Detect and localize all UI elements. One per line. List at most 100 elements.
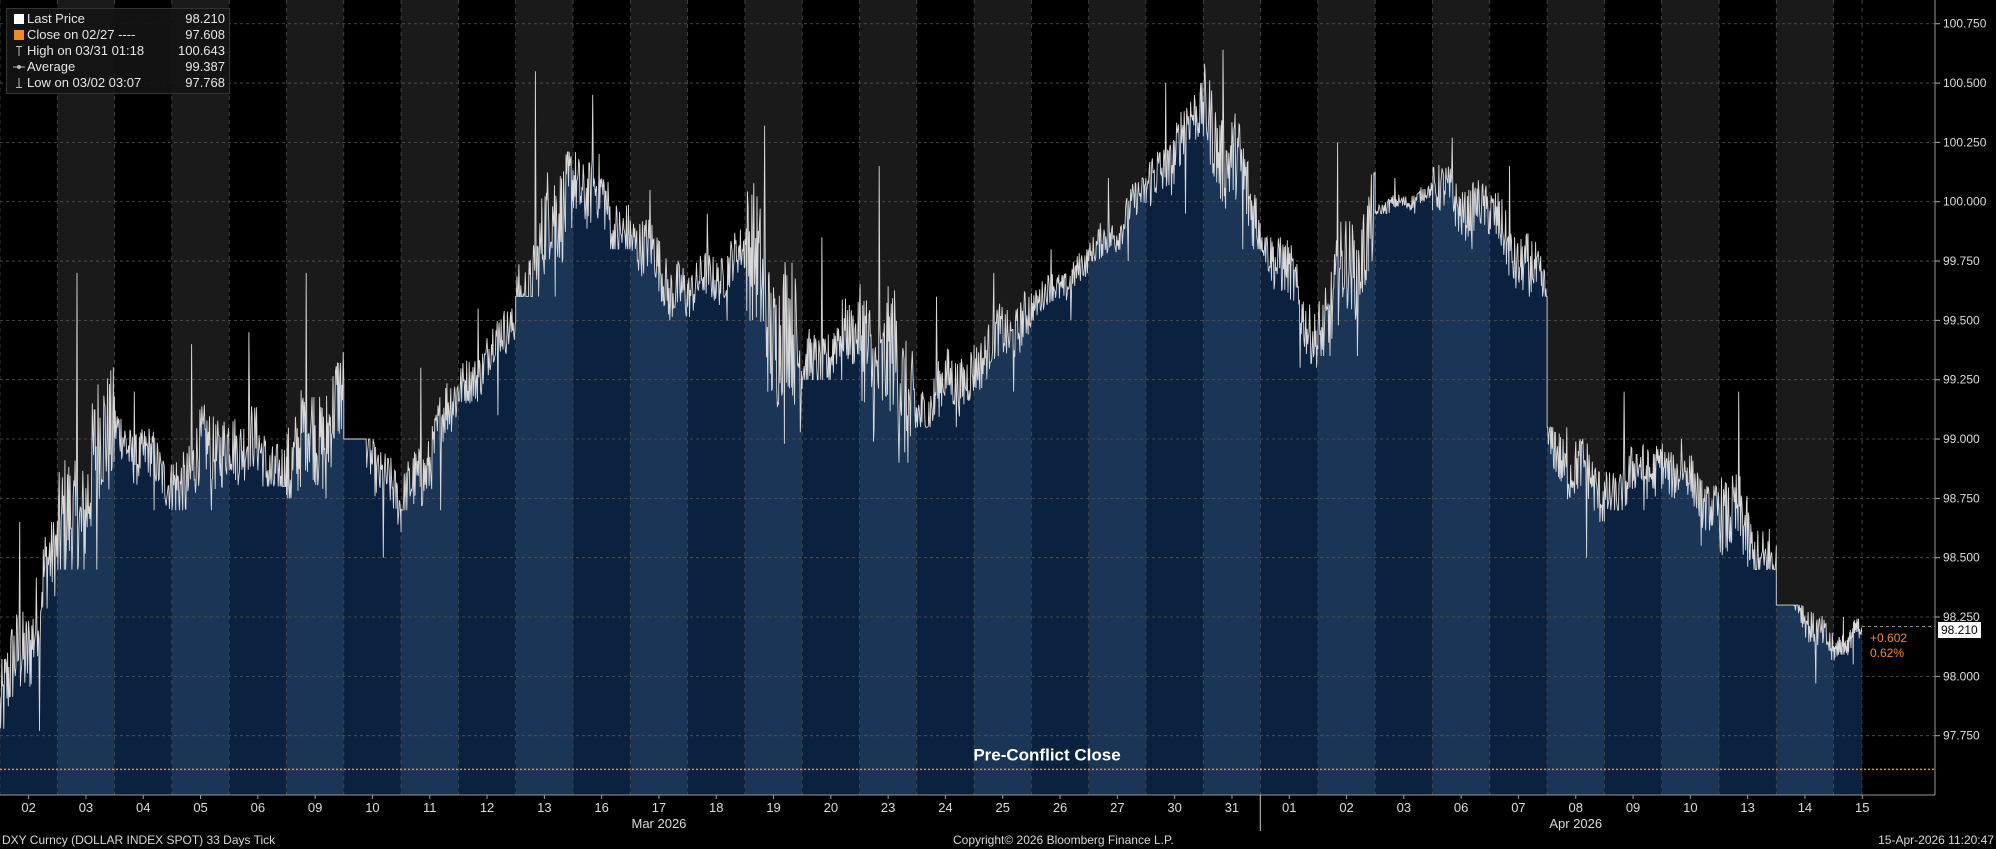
area-fill-day (1489, 166, 1548, 796)
high-marker-icon (11, 45, 27, 57)
x-tick-label: 06 (1454, 800, 1468, 815)
x-tick-label: 14 (1798, 800, 1812, 815)
legend-label: Last Price (27, 11, 85, 26)
y-tick-label: 98.000 (1943, 669, 1980, 683)
month-label: Mar 2026 (631, 816, 686, 831)
area-fill-day (974, 272, 1032, 795)
change-annotation: +0.602 0.62% (1870, 631, 1907, 661)
x-tick-label: 10 (365, 800, 379, 815)
x-tick-label: 01 (1282, 800, 1296, 815)
x-tick-label: 09 (308, 800, 322, 815)
y-tick-label: 97.750 (1943, 729, 1980, 743)
area-fill-day (573, 94, 631, 795)
area-fill-day (1547, 427, 1605, 795)
x-tick-label: 05 (193, 800, 207, 815)
area-fill-day (1432, 137, 1490, 796)
last-price-tag: 98.210 (1938, 622, 1981, 638)
area-fill-day (458, 308, 516, 795)
area-fill-day (57, 272, 115, 795)
x-tick-label: 17 (652, 800, 666, 815)
area-fill-day (1203, 49, 1261, 796)
x-tick-label: 16 (594, 800, 608, 815)
legend-value: 100.643 (178, 43, 225, 58)
x-tick-label: 31 (1225, 800, 1239, 815)
legend-row-close: Close on 02/27 ---- 97.608 (11, 27, 225, 43)
legend-row-average: Average 99.387 (11, 59, 225, 75)
area-fill-day (630, 189, 688, 795)
change-abs: +0.602 (1870, 631, 1908, 645)
area-fill-day (1260, 237, 1318, 796)
y-tick-label: 99.000 (1943, 432, 1980, 446)
price-line (0, 49, 1863, 731)
legend-row-last-price: Last Price 98.210 (11, 11, 225, 27)
reference-line-label: Pre-Conflict Close (973, 745, 1120, 764)
x-tick-label: 07 (1511, 800, 1525, 815)
area-fill-day (1031, 249, 1089, 795)
x-tick-label: 10 (1683, 800, 1697, 815)
x-tick-label: 13 (537, 800, 551, 815)
x-tick-label: 03 (1397, 800, 1411, 815)
area-fill-day (1833, 617, 1862, 795)
footer-right: 15-Apr-2026 11:20:47 (1878, 833, 1994, 847)
area-fill-day (802, 237, 860, 796)
x-tick-label: 20 (824, 800, 838, 815)
x-tick-label: 11 (423, 800, 437, 815)
area-fill-day (916, 296, 975, 795)
x-tick-label: 04 (136, 800, 150, 815)
x-tick-label: 15 (1855, 800, 1869, 815)
y-tick-label: 100.000 (1943, 195, 1987, 209)
area-fill-day (171, 344, 230, 795)
x-tick-label: 12 (480, 800, 494, 815)
area-fill-day (1317, 142, 1376, 795)
y-tick-label: 100.500 (1943, 76, 1987, 90)
legend: Last Price 98.210 Close on 02/27 ---- 97… (6, 8, 230, 94)
area-fill-day (1776, 605, 1834, 795)
white-square-icon (11, 14, 27, 24)
orange-square-icon (11, 30, 27, 40)
month-label: Apr 2026 (1549, 816, 1602, 831)
legend-value: 98.210 (185, 11, 225, 26)
x-tick-label: 06 (251, 800, 265, 815)
x-tick-label: 02 (1339, 800, 1353, 815)
y-tick-label: 99.750 (1943, 254, 1980, 268)
x-tick-label: 03 (79, 800, 93, 815)
x-tick-label: 13 (1740, 800, 1754, 815)
y-tick-label: 100.750 (1943, 17, 1987, 31)
area-fill-day (1375, 178, 1433, 795)
legend-label: Low on 03/02 03:07 (27, 75, 142, 90)
area-fill-day (1088, 178, 1146, 795)
x-tick-label: 24 (938, 800, 952, 815)
x-tick-label: 08 (1569, 800, 1583, 815)
footer-center: Copyright© 2026 Bloomberg Finance L.P. (953, 833, 1174, 847)
legend-value: 99.387 (185, 59, 225, 74)
legend-value: 97.768 (185, 75, 225, 90)
area-fill-day (1661, 439, 1719, 795)
x-tick-label: 25 (996, 800, 1010, 815)
footer-left: DXY Curncy (DOLLAR INDEX SPOT) 33 Days T… (2, 833, 276, 847)
legend-label: Average (27, 59, 76, 74)
y-tick-label: 98.750 (1943, 491, 1980, 505)
x-tick-label: 09 (1626, 800, 1640, 815)
change-pct: 0.62% (1870, 646, 1905, 660)
area-fill-day (859, 166, 917, 796)
x-tick-label: 23 (881, 800, 895, 815)
area-fill-day (114, 391, 172, 795)
area-fill-day (286, 272, 344, 795)
x-tick-label: 19 (766, 800, 780, 815)
x-tick-label: 02 (21, 800, 35, 815)
legend-label: High on 03/31 01:18 (27, 43, 145, 58)
average-marker-icon (11, 61, 27, 73)
y-tick-label: 98.250 (1943, 610, 1980, 624)
legend-value: 97.608 (185, 27, 225, 42)
legend-row-low: Low on 03/02 03:07 97.768 (11, 75, 225, 91)
legend-label: Close on 02/27 ---- (27, 27, 136, 42)
y-tick-label: 100.250 (1943, 135, 1987, 149)
x-tick-label: 27 (1110, 800, 1124, 815)
y-tick-label: 99.500 (1943, 313, 1980, 327)
x-tick-label: 26 (1053, 800, 1067, 815)
y-tick-label: 99.250 (1943, 373, 1980, 387)
y-tick-label: 98.500 (1943, 551, 1980, 565)
low-marker-icon (11, 77, 27, 89)
x-tick-label: 30 (1167, 800, 1181, 815)
